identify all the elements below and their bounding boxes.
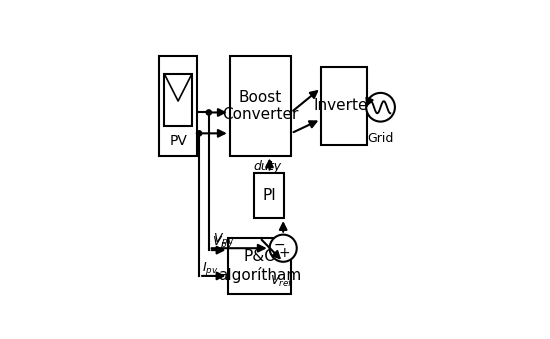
- Bar: [228, 238, 291, 294]
- Text: $I_{pv}$: $I_{pv}$: [202, 260, 218, 277]
- Bar: [164, 74, 192, 126]
- Bar: [159, 56, 197, 156]
- Circle shape: [196, 131, 202, 136]
- Bar: [230, 56, 291, 156]
- Text: duty: duty: [254, 160, 282, 173]
- Text: P&O
algorítham: P&O algorítham: [218, 249, 301, 283]
- Circle shape: [366, 93, 395, 122]
- Bar: [321, 67, 367, 145]
- Text: PI: PI: [262, 188, 276, 203]
- Text: Boost
Converter: Boost Converter: [222, 90, 299, 122]
- Text: $V_{pv}$: $V_{pv}$: [212, 234, 233, 251]
- Text: Grid: Grid: [367, 132, 394, 144]
- Text: Inverter: Inverter: [314, 98, 375, 114]
- Circle shape: [270, 235, 297, 262]
- Text: $V_{pv}$: $V_{pv}$: [213, 231, 234, 248]
- Text: $+$: $+$: [278, 246, 290, 260]
- Bar: [255, 173, 284, 218]
- Text: $-$: $-$: [273, 237, 285, 251]
- Circle shape: [206, 110, 211, 115]
- Text: PV: PV: [169, 134, 187, 148]
- Text: $V_{ref}$: $V_{ref}$: [270, 274, 294, 290]
